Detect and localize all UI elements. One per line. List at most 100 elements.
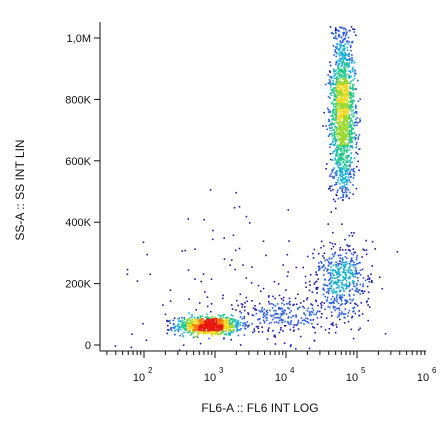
scatter-point	[146, 253, 148, 256]
scatter-point	[235, 324, 237, 327]
scatter-point	[347, 249, 350, 251]
scatter-point	[357, 277, 359, 279]
scatter-point	[338, 104, 341, 107]
scatter-point	[367, 291, 370, 294]
scatter-point	[339, 304, 342, 307]
scatter-point	[340, 76, 342, 79]
scatter-point	[359, 274, 362, 276]
scatter-point	[335, 126, 337, 129]
scatter-point	[347, 84, 349, 86]
scatter-point	[336, 115, 339, 117]
scatter-point	[202, 324, 205, 327]
scatter-point	[340, 130, 342, 133]
scatter-point	[348, 293, 351, 296]
scatter-point	[194, 248, 196, 250]
scatter-point	[340, 106, 343, 109]
scatter-point	[352, 109, 354, 111]
scatter-point	[206, 296, 209, 298]
scatter-point	[274, 343, 277, 345]
scatter-point	[213, 331, 216, 334]
scatter-point	[345, 161, 347, 164]
scatter-point	[334, 94, 336, 97]
scatter-point	[266, 314, 268, 316]
scatter-point	[228, 328, 230, 331]
scatter-point	[193, 316, 196, 319]
scatter-point	[310, 314, 312, 316]
scatter-point	[351, 128, 354, 130]
scatter-point	[324, 328, 327, 331]
scatter-point	[280, 308, 282, 310]
scatter-point	[346, 262, 349, 265]
scatter-point	[295, 348, 297, 350]
scatter-point	[194, 320, 197, 322]
scatter-point	[287, 307, 289, 309]
scatter-point	[311, 304, 314, 306]
scatter-point	[350, 133, 352, 136]
scatter-point	[355, 141, 358, 144]
scatter-point	[297, 328, 300, 330]
scatter-point	[344, 94, 347, 96]
scatter-point	[229, 333, 232, 335]
scatter-point	[348, 82, 350, 84]
scatter-point	[220, 333, 223, 335]
scatter-point	[353, 100, 356, 102]
scatter-point	[349, 146, 352, 148]
scatter-point	[216, 320, 219, 322]
scatter-point	[352, 79, 354, 81]
scatter-point	[216, 321, 219, 324]
scatter-point	[362, 248, 364, 251]
scatter-point	[228, 332, 231, 334]
scatter-point	[187, 329, 190, 331]
scatter-point	[306, 321, 309, 323]
scatter-point	[278, 294, 281, 297]
scatter-point	[179, 334, 181, 337]
scatter-point	[354, 312, 357, 315]
scatter-point	[206, 332, 208, 334]
scatter-point	[330, 311, 333, 314]
scatter-point	[353, 88, 356, 90]
scatter-point	[331, 270, 334, 272]
scatter-point	[344, 170, 347, 173]
scatter-point	[337, 74, 340, 77]
scatter-point	[338, 85, 340, 88]
scatter-point	[326, 163, 328, 165]
scatter-point	[339, 46, 342, 48]
scatter-point	[228, 332, 230, 334]
scatter-point	[356, 153, 359, 155]
scatter-point	[336, 295, 338, 297]
scatter-point	[350, 93, 352, 96]
scatter-point	[339, 84, 342, 87]
scatter-point	[339, 318, 341, 321]
scatter-point	[344, 172, 347, 174]
scatter-point	[273, 309, 275, 312]
scatter-point	[331, 76, 333, 78]
scatter-point	[344, 284, 347, 287]
scatter-point	[349, 277, 351, 279]
scatter-point	[237, 321, 240, 324]
scatter-point	[340, 266, 343, 269]
scatter-point	[321, 266, 323, 269]
scatter-point	[262, 287, 265, 290]
scatter-point	[332, 231, 334, 234]
scatter-point	[340, 93, 343, 96]
scatter-point	[333, 131, 336, 133]
scatter-point	[303, 323, 305, 325]
scatter-point	[355, 269, 358, 272]
scatter-point	[341, 168, 344, 171]
scatter-point	[342, 85, 345, 88]
scatter-point	[198, 302, 201, 304]
scatter-point	[238, 247, 241, 250]
scatter-point	[344, 102, 346, 105]
scatter-point	[346, 127, 349, 130]
scatter-point	[206, 315, 209, 318]
scatter-point	[338, 125, 340, 128]
scatter-point	[331, 253, 334, 256]
scatter-point	[336, 88, 338, 90]
scatter-point	[332, 141, 334, 143]
scatter-point	[342, 59, 345, 61]
scatter-point	[203, 332, 206, 335]
scatter-point	[280, 318, 282, 320]
scatter-point	[203, 218, 205, 221]
scatter-point	[340, 138, 342, 141]
scatter-point	[342, 119, 345, 121]
